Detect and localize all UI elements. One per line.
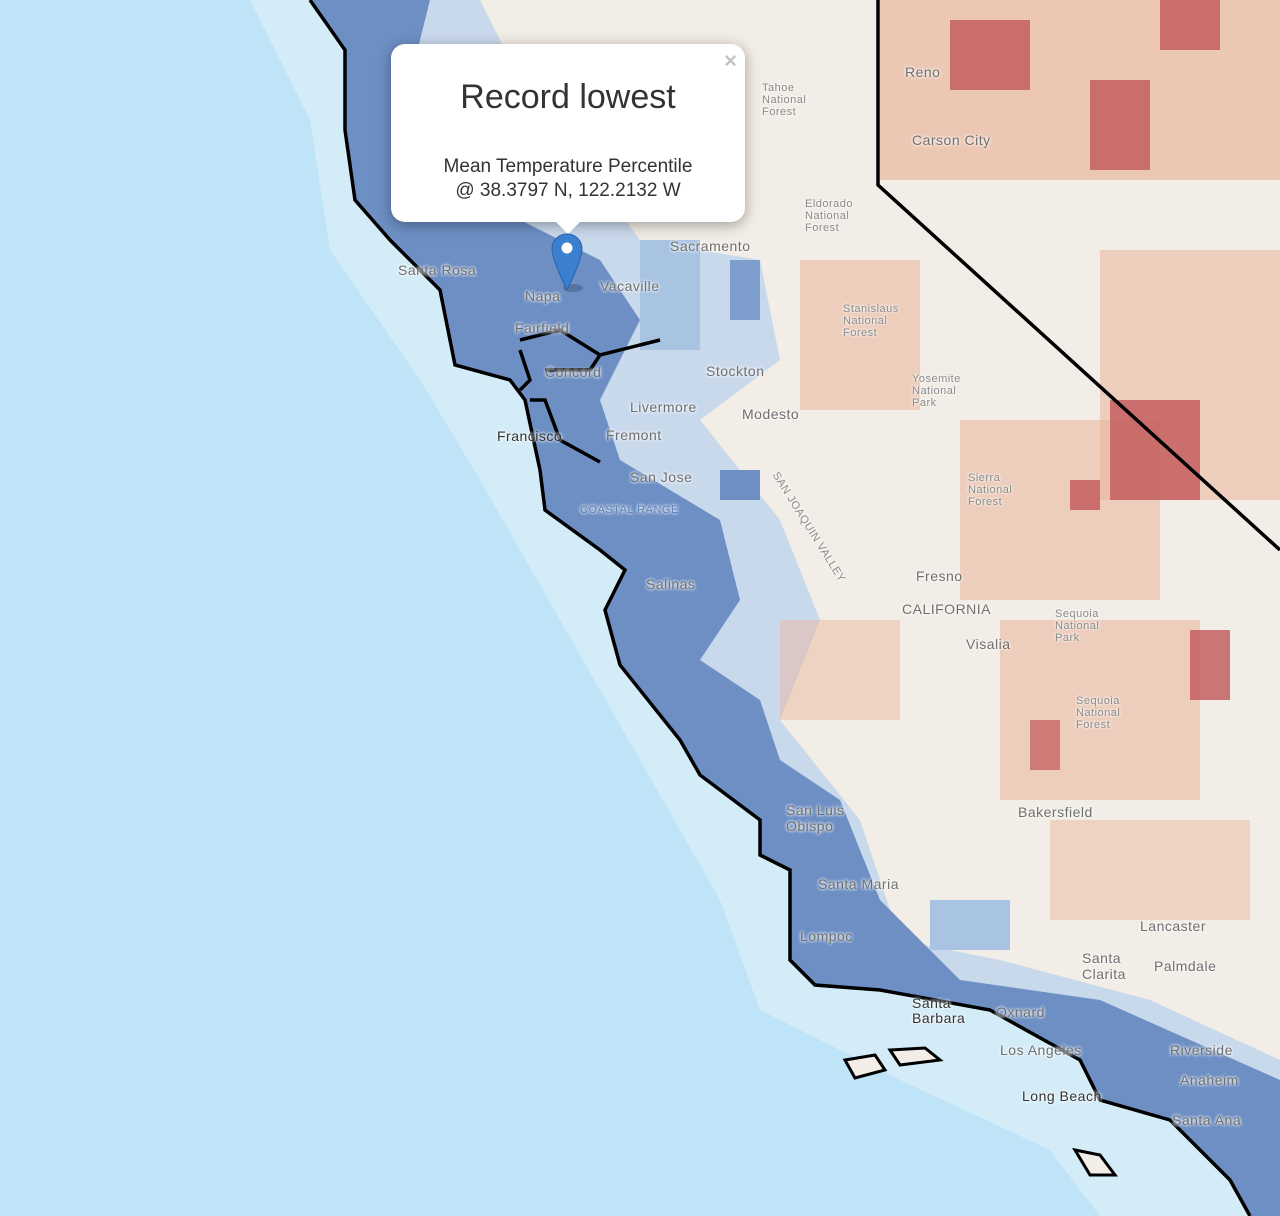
- city-label: San Luis Obispo: [786, 802, 845, 834]
- map-pin-icon[interactable]: [551, 232, 583, 296]
- popup-title: Record lowest: [460, 78, 676, 116]
- state-border: [876, 0, 1280, 552]
- city-label: Visalia: [966, 636, 1011, 652]
- city-label: Santa Clarita: [1082, 950, 1126, 982]
- city-label: Salinas: [646, 576, 696, 592]
- city-label: Vacaville: [600, 278, 660, 294]
- city-label: Los Angeles: [1000, 1042, 1082, 1058]
- city-label: Concord: [545, 364, 602, 380]
- hot-patches: [950, 0, 1230, 770]
- feature-label: Stanislaus National Forest: [843, 303, 899, 339]
- city-label: San Jose: [630, 469, 693, 485]
- coastline: [308, 0, 1252, 1216]
- city-label: Modesto: [742, 406, 800, 422]
- close-button[interactable]: ×: [724, 48, 737, 73]
- city-label: Long Beach: [1022, 1088, 1102, 1104]
- city-label: Anaheim: [1180, 1072, 1239, 1088]
- city-label: Santa Rosa: [398, 262, 477, 278]
- city-label: Lompoc: [800, 928, 853, 944]
- feature-label: Sequoia National Forest: [1076, 695, 1121, 731]
- bay-outline: [518, 328, 661, 464]
- city-label: Santa Maria: [818, 876, 899, 892]
- city-label: Palmdale: [1154, 958, 1217, 974]
- city-label: Livermore: [630, 399, 697, 415]
- info-popup: × Record lowest Mean Temperature Percent…: [391, 44, 745, 234]
- popup-metric: Mean Temperature Percentile: [443, 156, 693, 177]
- feature-label: COASTAL RANGE: [580, 504, 679, 516]
- city-label: Stockton: [706, 363, 765, 379]
- city-label: Bakersfield: [1018, 804, 1093, 820]
- feature-label: Eldorado National Forest: [805, 198, 854, 234]
- city-label: Oxnard: [996, 1004, 1045, 1020]
- city-label: Riverside: [1170, 1042, 1233, 1058]
- city-label: Fresno: [916, 568, 963, 584]
- feature-label: Sierra National Forest: [968, 472, 1013, 508]
- city-label: Carson City: [912, 132, 991, 148]
- feature-label: Sequoia National Park: [1055, 608, 1100, 644]
- popup-coordinates: @ 38.3797 N, 122.2132 W: [455, 180, 681, 201]
- city-label: Reno: [905, 64, 941, 80]
- city-label: Fairfield: [515, 320, 570, 336]
- city-label: Santa Barbara: [912, 995, 966, 1026]
- city-label: Francisco: [497, 428, 563, 444]
- island: [842, 1046, 1118, 1177]
- feature-label: Tahoe National Forest: [762, 82, 807, 118]
- feature-label: Yosemite National Park: [912, 373, 961, 409]
- city-label: Fremont: [606, 427, 662, 443]
- city-label: CALIFORNIA: [902, 601, 992, 617]
- city-label: Napa: [525, 288, 561, 304]
- warm-patches: [780, 0, 1280, 920]
- city-label: Lancaster: [1140, 918, 1206, 934]
- city-label: Santa Ana: [1172, 1112, 1242, 1128]
- city-label: Sacramento: [670, 238, 751, 254]
